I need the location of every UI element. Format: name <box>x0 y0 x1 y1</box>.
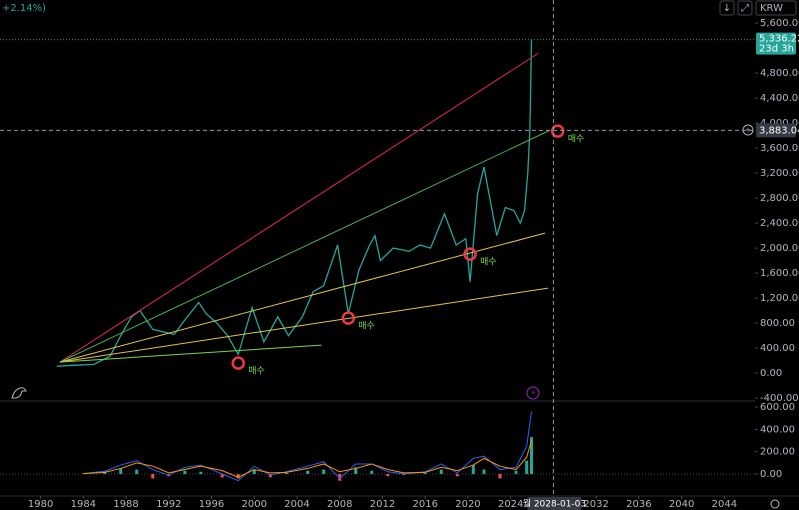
histogram-bar <box>135 469 139 475</box>
histogram-bar <box>103 471 107 475</box>
x-tick-label: 2004 <box>284 499 309 510</box>
buy-label: 매수 <box>358 321 375 332</box>
histogram-bar <box>498 474 502 479</box>
histogram-bar <box>183 470 187 475</box>
x-tick-label: 2044 <box>712 499 737 510</box>
event-icon[interactable] <box>526 386 540 400</box>
y-tick-label: 0.00 <box>760 368 782 379</box>
buy-label: 매수 <box>480 257 497 268</box>
histogram-bar <box>306 470 310 475</box>
change-text: +2.14%) <box>2 3 46 14</box>
histogram-bar <box>482 469 486 475</box>
histogram-bar <box>402 474 406 476</box>
x-tick-label: 1984 <box>71 499 96 510</box>
x-tick-label: 2000 <box>242 499 267 510</box>
histogram-bar <box>386 474 390 477</box>
y-tick-label: 5,600.00 <box>760 18 799 29</box>
currency-button[interactable] <box>755 0 797 16</box>
y-tick-label: -400.00 <box>760 393 799 404</box>
trend-line <box>59 129 551 363</box>
histogram-bar <box>471 465 475 475</box>
histogram-bar <box>151 474 155 479</box>
y-tick-label: 800.00 <box>760 318 795 329</box>
fullscreen-icon[interactable]: ⤢ <box>741 3 749 14</box>
x-tick-label: 2036 <box>626 499 651 510</box>
y-tick-label: 3,200.00 <box>760 168 799 179</box>
download-button[interactable] <box>719 0 735 16</box>
histogram-bar <box>423 472 427 475</box>
y-tick-label: 400.00 <box>760 424 795 435</box>
x-tick-label: 2040 <box>669 499 694 510</box>
buy-label: 매수 <box>248 366 265 377</box>
crosshair-x-box <box>527 497 582 510</box>
y-tick-label: 4,800.00 <box>760 68 799 79</box>
y-tick-label: 2,400.00 <box>760 218 799 229</box>
indicator-line <box>83 411 533 482</box>
histogram-bar <box>81 473 85 475</box>
last-price-box <box>756 32 796 55</box>
x-tick-label: 1992 <box>156 499 181 510</box>
trend-line <box>59 344 322 363</box>
last-price-label: 5,336.22 <box>759 34 799 45</box>
y-tick-label: 200.00 <box>760 447 795 458</box>
histogram-bar <box>338 474 342 481</box>
histogram-bar <box>455 474 459 477</box>
histogram-bar <box>119 468 123 475</box>
histogram-bar <box>268 474 272 478</box>
buy-marker <box>231 356 245 370</box>
histogram-bar <box>439 469 443 475</box>
histogram-bar <box>252 469 256 475</box>
buy-marker <box>463 247 477 261</box>
event-symbol: ⚡ <box>530 389 536 398</box>
histogram-bar <box>236 474 240 479</box>
buy-marker <box>341 311 356 325</box>
trend-line <box>59 287 549 363</box>
x-tick-label: 2020 <box>455 499 480 510</box>
histogram-bar <box>284 472 288 475</box>
histogram-bar <box>322 469 326 475</box>
crosshair-y-label: 3,883.04 <box>759 125 799 136</box>
x-tick-label: 1980 <box>28 499 53 510</box>
x-tick-label: 2008 <box>327 499 352 510</box>
y-tick-label: 400.00 <box>760 343 795 354</box>
indicator-line <box>83 440 532 478</box>
histogram-bar <box>525 460 529 475</box>
x-tick-label: 1996 <box>199 499 224 510</box>
x-tick-label: 2012 <box>370 499 395 510</box>
y-tick-label: 2,800.00 <box>760 193 799 204</box>
y-tick-label: 2,000.00 <box>760 243 799 254</box>
y-tick-label: 3,600.00 <box>760 143 799 154</box>
crosshair-y-box <box>756 123 796 138</box>
logo-icon <box>11 387 27 399</box>
histogram-bar <box>370 470 374 475</box>
histogram-bar <box>199 471 203 475</box>
y-tick-label: 600.00 <box>760 402 795 413</box>
x-tick-label: 2016 <box>412 499 437 510</box>
fullscreen-button[interactable] <box>737 0 753 16</box>
x-tick-label: 2024 <box>498 499 523 510</box>
currency[interactable]: KRW <box>760 3 783 14</box>
histogram-bar <box>220 474 224 478</box>
buy-label: 매수 <box>568 134 585 145</box>
x-tick-label: 1988 <box>113 499 138 510</box>
y-tick-label: 1,200.00 <box>760 293 799 304</box>
y-tick-label: 1,600.00 <box>760 268 799 279</box>
countdown-label: 23d 3h <box>759 44 794 55</box>
download-icon[interactable]: ↓ <box>723 3 731 14</box>
add-symbol[interactable]: + <box>745 126 752 135</box>
settings-button[interactable] <box>770 499 780 509</box>
histogram-bar <box>514 470 518 475</box>
histogram-bar <box>354 467 358 475</box>
price-line <box>56 39 533 367</box>
x-tick-label: 2032 <box>583 499 608 510</box>
buy-marker <box>550 124 565 138</box>
y-tick-label: 0.00 <box>760 469 782 480</box>
y-tick-label: 4,400.00 <box>760 93 799 104</box>
histogram-bar <box>530 437 534 475</box>
crosshair-x-label: 월 2028-01-03 <box>523 498 586 510</box>
trend-line <box>59 52 539 363</box>
